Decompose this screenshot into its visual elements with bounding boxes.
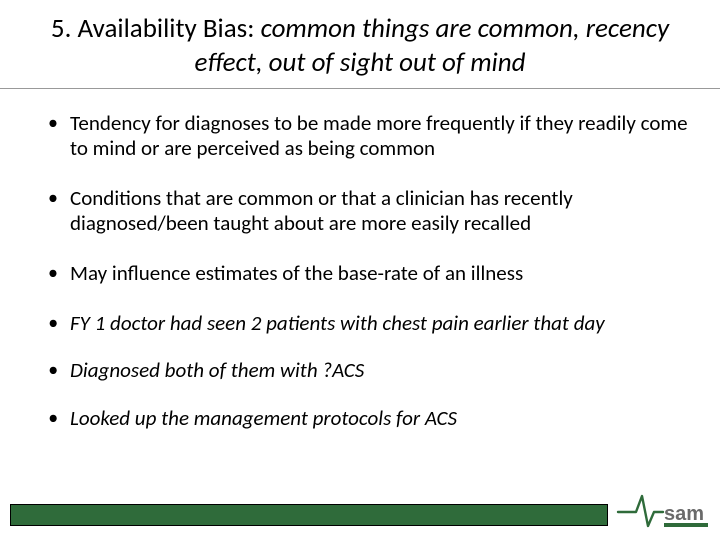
logo: sam: [616, 490, 710, 530]
list-item: Looked up the management protocols for A…: [48, 406, 690, 432]
title-block: 5. Availability Bias: common things are …: [0, 0, 720, 89]
bullet-list: Tendency for diagnoses to be made more f…: [30, 111, 690, 432]
list-item: Diagnosed both of them with ?ACS: [48, 358, 690, 384]
body-block: Tendency for diagnoses to be made more f…: [0, 89, 720, 540]
list-item: FY 1 doctor had seen 2 patients with che…: [48, 311, 690, 337]
slide: 5. Availability Bias: common things are …: [0, 0, 720, 540]
list-item: May influence estimates of the base-rate…: [48, 261, 690, 287]
footer: sam: [0, 490, 720, 532]
logo-icon: sam: [616, 490, 710, 530]
list-item: Conditions that are common or that a cli…: [48, 186, 690, 237]
footer-bar: [10, 504, 608, 526]
title-italic: common things are common, recency effect…: [194, 12, 669, 79]
title-prefix: 5. Availability Bias:: [51, 12, 261, 45]
list-item: Tendency for diagnoses to be made more f…: [48, 111, 690, 162]
slide-title: 5. Availability Bias: common things are …: [36, 12, 684, 80]
logo-text: sam: [664, 503, 704, 525]
